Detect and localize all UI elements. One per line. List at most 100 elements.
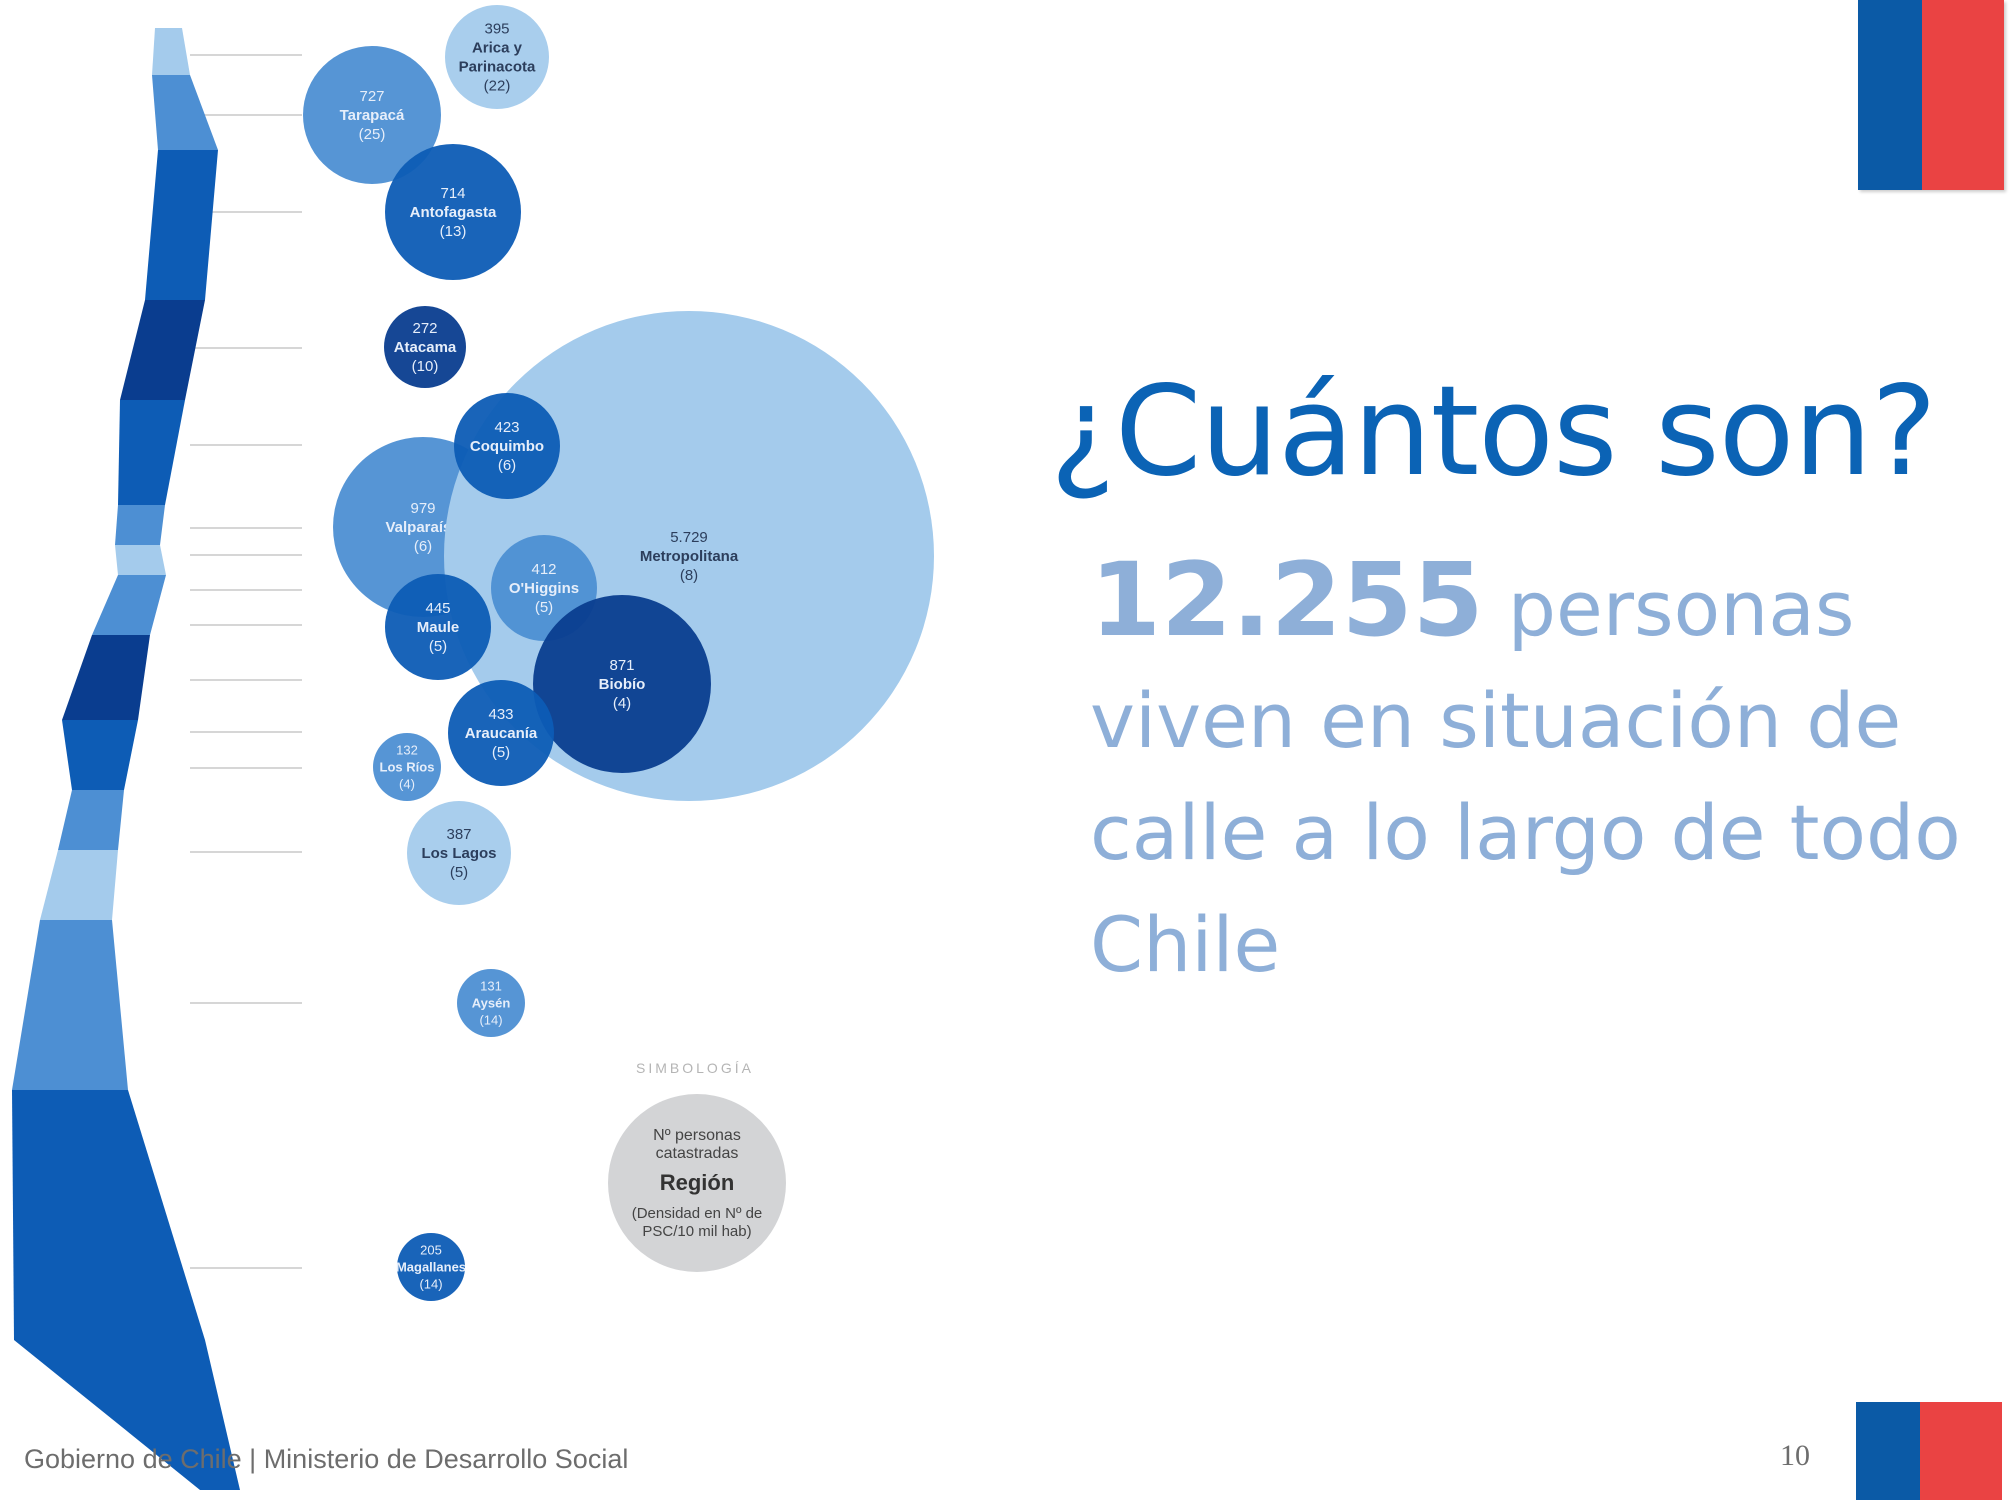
bubble-count: 445: [425, 600, 450, 617]
bubble-density: (4): [613, 695, 631, 712]
bubble-circle: [303, 46, 441, 184]
page-number: 10: [1780, 1439, 1810, 1472]
bubble-region-name: Magallanes: [396, 1259, 466, 1274]
bubble-circle: [385, 144, 521, 280]
legend-heading: SIMBOLOGÍA: [636, 1060, 754, 1076]
map-region-band: [62, 720, 138, 790]
region-bubble: 205 Magallanes (14): [396, 1233, 466, 1301]
map-region-band: [14, 1340, 240, 1490]
footer-ministry: Ministerio de Desarrollo Social: [263, 1444, 629, 1474]
map-region-band: [12, 1090, 205, 1340]
region-bubble: 132 Los Ríos (4): [373, 733, 441, 801]
flag-top: [1858, 0, 2004, 190]
legend-density-line1: (Densidad en Nº de: [632, 1205, 763, 1222]
map-region-band: [145, 150, 218, 300]
bubble-count: 5.729: [670, 529, 708, 546]
bubble-density: (5): [450, 864, 468, 881]
region-bubble: 387 Los Lagos (5): [407, 801, 511, 905]
slide-title: ¿Cuántos son?: [1050, 360, 1937, 504]
map-region-band: [152, 28, 190, 75]
flag-red-stripe: [1922, 0, 2004, 190]
bubble-density: (6): [498, 457, 516, 474]
flag-blue-stripe: [1856, 1402, 1920, 1500]
bubble-count: 423: [494, 419, 519, 436]
bubble-count: 433: [488, 706, 513, 723]
flag-red-stripe: [1920, 1402, 2002, 1500]
bubble-region-name: Los Lagos: [421, 845, 496, 862]
map-region-band: [58, 790, 124, 850]
bubble-count: 205: [420, 1242, 442, 1257]
headline-number: 12.255: [1090, 541, 1484, 660]
map-region-band: [115, 545, 166, 575]
bubble-region-name: O'Higgins: [509, 580, 579, 597]
region-bubble: 131 Aysén (14): [457, 969, 525, 1037]
legend-circle: [608, 1094, 786, 1272]
map-region-band: [62, 635, 150, 720]
bubble-density: (22): [484, 78, 511, 95]
bubble-circle: [385, 574, 491, 680]
headline-word: personas: [1507, 564, 1855, 653]
legend: SIMBOLOGÍA Nº personas catastradas Regió…: [608, 1060, 786, 1272]
map-region-band: [40, 850, 118, 920]
region-bubble: 871 Biobío (4): [533, 595, 711, 773]
footer: Gobierno de Chile | Ministerio de Desarr…: [24, 1444, 628, 1475]
bubble-count: 714: [440, 185, 465, 202]
bubble-region-name: Biobío: [599, 676, 646, 693]
bubble-count: 871: [609, 657, 634, 674]
bubble-region-name: Parinacota: [459, 59, 536, 76]
legend-count-line2: catastradas: [656, 1145, 739, 1162]
chile-map: [12, 28, 240, 1490]
bubble-circle: [445, 5, 549, 109]
region-bubble: 272 Atacama (10): [384, 306, 466, 388]
footer-separator: |: [249, 1444, 257, 1474]
bubble-region-name: Tarapacá: [340, 107, 405, 124]
bubble-count: 132: [396, 742, 418, 757]
bubble-region-name: Maule: [417, 619, 460, 636]
bubble-circle: [457, 969, 525, 1037]
map-region-band: [120, 300, 205, 400]
bubble-density: (5): [535, 599, 553, 616]
bubble-count: 272: [412, 320, 437, 337]
bubble-circle: [454, 393, 560, 499]
legend-region: Región: [660, 1170, 735, 1195]
legend-count-line1: Nº personas: [653, 1127, 741, 1144]
bubble-region-name: Atacama: [394, 339, 457, 356]
bubble-region-name: Arica y: [472, 40, 523, 57]
bubble-region-name: Antofagasta: [410, 204, 497, 221]
bubble-density: (14): [419, 1276, 442, 1291]
bubble-count: 131: [480, 978, 502, 993]
bubble-region-name: Coquimbo: [470, 438, 544, 455]
region-bubble: 714 Antofagasta (13): [385, 144, 521, 280]
bubble-count: 395: [484, 21, 509, 38]
bubble-circle: [373, 733, 441, 801]
bubble-density: (5): [492, 744, 510, 761]
bubble-circle: [407, 801, 511, 905]
body-rest: viven en situación de calle a lo largo d…: [1090, 676, 1961, 989]
map-region-band: [115, 505, 165, 545]
legend-density-line2: PSC/10 mil hab): [642, 1223, 751, 1240]
flag-blue-stripe: [1858, 0, 1922, 190]
region-bubble: 445 Maule (5): [385, 574, 491, 680]
region-bubble: 433 Araucanía (5): [448, 680, 554, 786]
bubble-density: (25): [359, 126, 386, 143]
leader-lines: [190, 54, 302, 1269]
bubble-density: (14): [479, 1012, 502, 1027]
bubble-density: (4): [399, 776, 415, 791]
region-bubble: 423 Coquimbo (6): [454, 393, 560, 499]
bubble-count: 387: [446, 826, 471, 843]
bubble-region-name: Araucanía: [465, 725, 538, 742]
footer-org: Gobierno de Chile: [24, 1444, 242, 1474]
bubble-region-name: Metropolitana: [640, 548, 739, 565]
bubble-density: (5): [429, 638, 447, 655]
bubble-circle: [533, 595, 711, 773]
map-region-band: [92, 575, 166, 635]
bubble-region-name: Valparaíso: [385, 519, 460, 536]
bubble-circle: [397, 1233, 465, 1301]
bubble-count: 412: [531, 561, 556, 578]
map-region-band: [152, 75, 218, 150]
map-region-band: [12, 920, 128, 1090]
flag-bottom: [1856, 1402, 2002, 1500]
bubble-density: (8): [680, 567, 698, 584]
